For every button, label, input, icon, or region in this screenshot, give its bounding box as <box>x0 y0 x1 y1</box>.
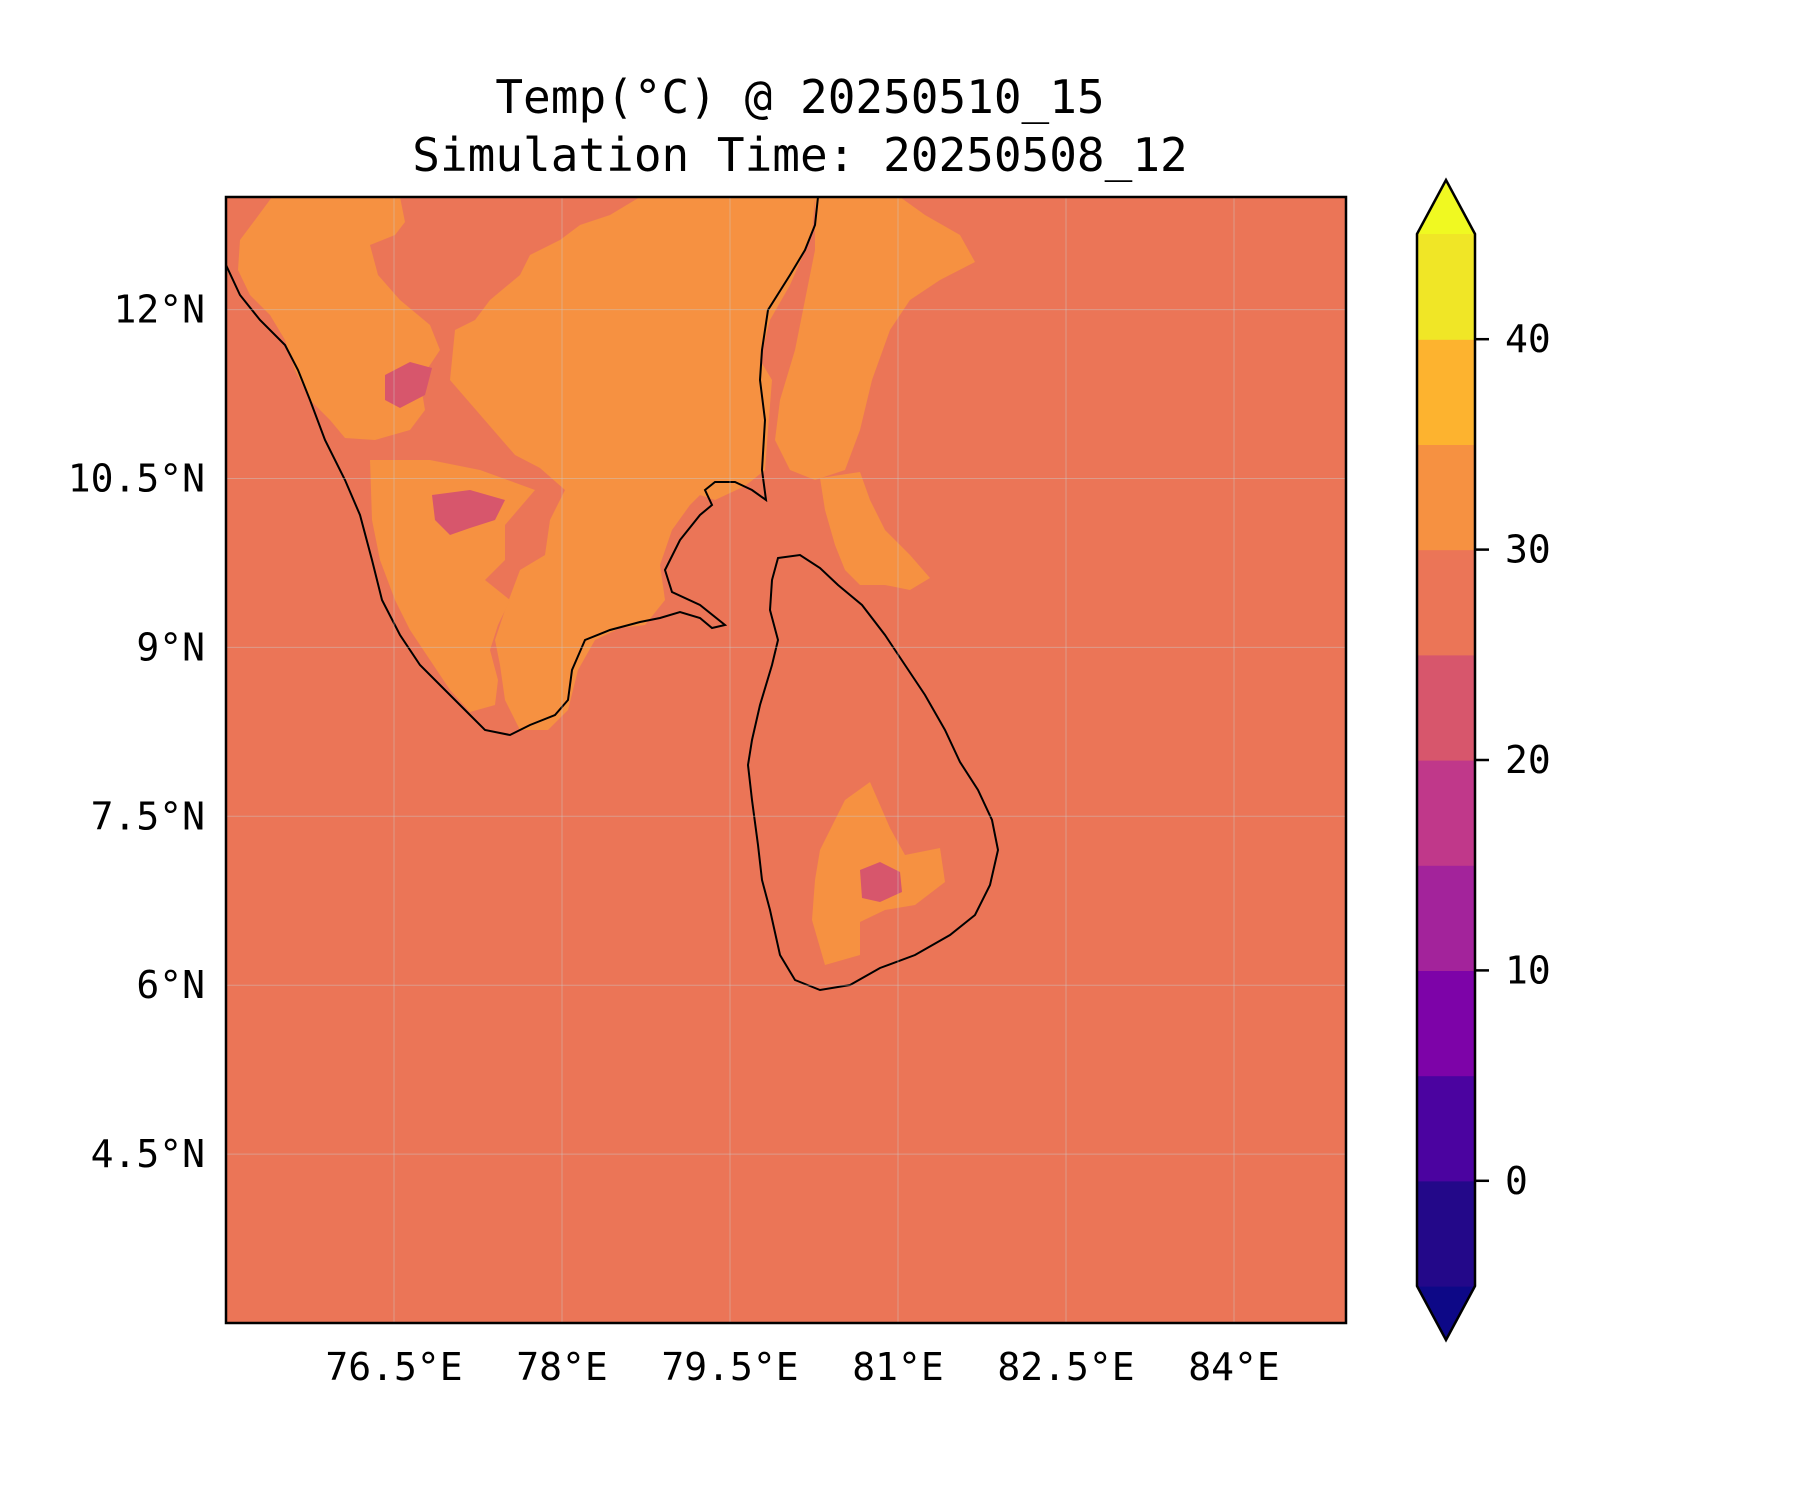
field-nilgiri-core <box>385 362 432 408</box>
colorbar-band <box>1417 654 1475 761</box>
y-tick-label: 6°N <box>136 963 205 1007</box>
graticule <box>226 197 1346 1323</box>
coastline-sri-lanka <box>746 553 1000 992</box>
y-tick-label: 7.5°N <box>91 794 205 838</box>
colorbar-band <box>1417 970 1475 1077</box>
colorbar-band <box>1417 760 1475 866</box>
y-tick-label: 10.5°N <box>68 457 205 501</box>
x-tick-label: 81°E <box>852 1345 944 1389</box>
field-northern-sri-lanka <box>820 472 930 590</box>
y-tick-label: 4.5°N <box>91 1132 205 1176</box>
x-tick-label: 84°E <box>1188 1345 1280 1389</box>
field-tamil-nadu-plains <box>450 197 815 730</box>
colorbar-bands <box>1417 234 1475 1287</box>
coastline-india <box>226 197 819 737</box>
colorbar-band <box>1417 549 1475 656</box>
field-sri-lanka-highlands-core <box>860 862 902 902</box>
colorbar-band <box>1417 1075 1475 1182</box>
plot-frame <box>224 195 1348 1325</box>
colorbar-ticks: 0 10 20 30 40 <box>1475 317 1551 1203</box>
colorbar-under-triangle <box>1417 1286 1475 1340</box>
y-tick-label: 12°N <box>113 288 205 332</box>
colorbar-tick-label: 40 <box>1505 317 1551 361</box>
colorbar-band <box>1417 865 1475 971</box>
colorbar-outline <box>1415 177 1477 1343</box>
colorbar: 0 10 20 30 40 <box>1415 177 1551 1343</box>
y-tick-label: 9°N <box>136 625 205 669</box>
y-axis-ticks: 12°N 10.5°N 9°N 7.5°N 6°N 4.5°N <box>68 288 205 1176</box>
colorbar-band <box>1417 234 1475 340</box>
field-western-ghats-south <box>370 460 535 712</box>
colorbar-band <box>1417 444 1475 551</box>
x-tick-label: 78°E <box>516 1345 608 1389</box>
x-axis-ticks: 76.5°E 78°E 79.5°E 81°E 82.5°E 84°E <box>325 1345 1279 1389</box>
map-plot-area <box>226 197 1346 1323</box>
map-subtitle: Simulation Time: 20250508_12 <box>412 128 1188 182</box>
field-cardamom-core <box>432 490 505 535</box>
colorbar-band <box>1417 1180 1475 1287</box>
x-tick-label: 82.5°E <box>997 1345 1134 1389</box>
colorbar-over-triangle <box>1417 180 1475 234</box>
colorbar-tick-label: 30 <box>1505 528 1551 572</box>
colorbar-tick-label: 20 <box>1505 738 1551 782</box>
field-east-coast-strip <box>775 197 975 480</box>
map-title: Temp(°C) @ 20250510_15 <box>495 70 1105 124</box>
x-tick-label: 76.5°E <box>325 1345 462 1389</box>
x-tick-label: 79.5°E <box>661 1345 798 1389</box>
colorbar-band <box>1417 339 1475 445</box>
colorbar-tick-label: 10 <box>1505 948 1551 992</box>
colorbar-tick-label: 0 <box>1505 1159 1528 1203</box>
